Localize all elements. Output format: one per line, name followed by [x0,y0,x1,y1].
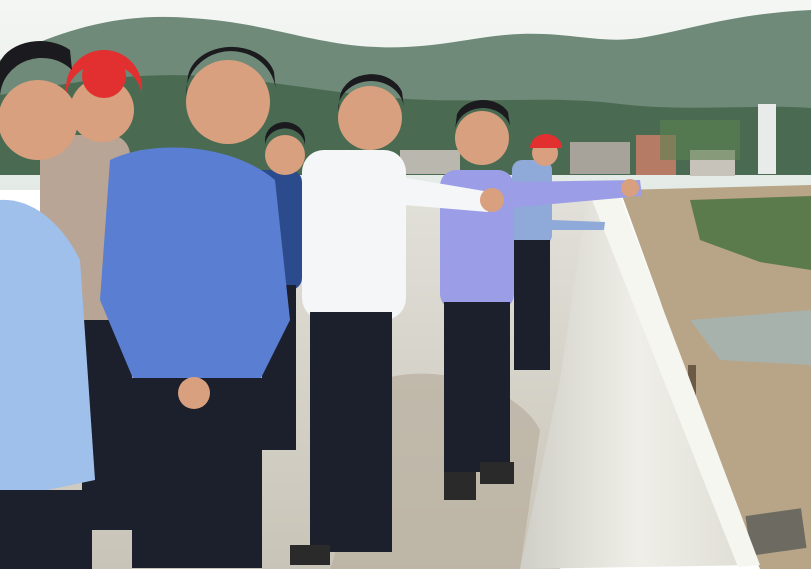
man-blue-shirt [100,46,290,568]
town-buildings [140,104,776,176]
concrete-parapet [520,190,758,569]
embankment-grass [690,196,811,270]
parapet-top-edge [588,190,760,567]
drain-grate [745,508,807,556]
man-white-shirt [290,74,504,565]
construction-dirt [620,185,811,569]
man-light-blue-shirt [0,41,95,569]
water-tower [758,104,776,174]
muddy-water [690,310,811,365]
